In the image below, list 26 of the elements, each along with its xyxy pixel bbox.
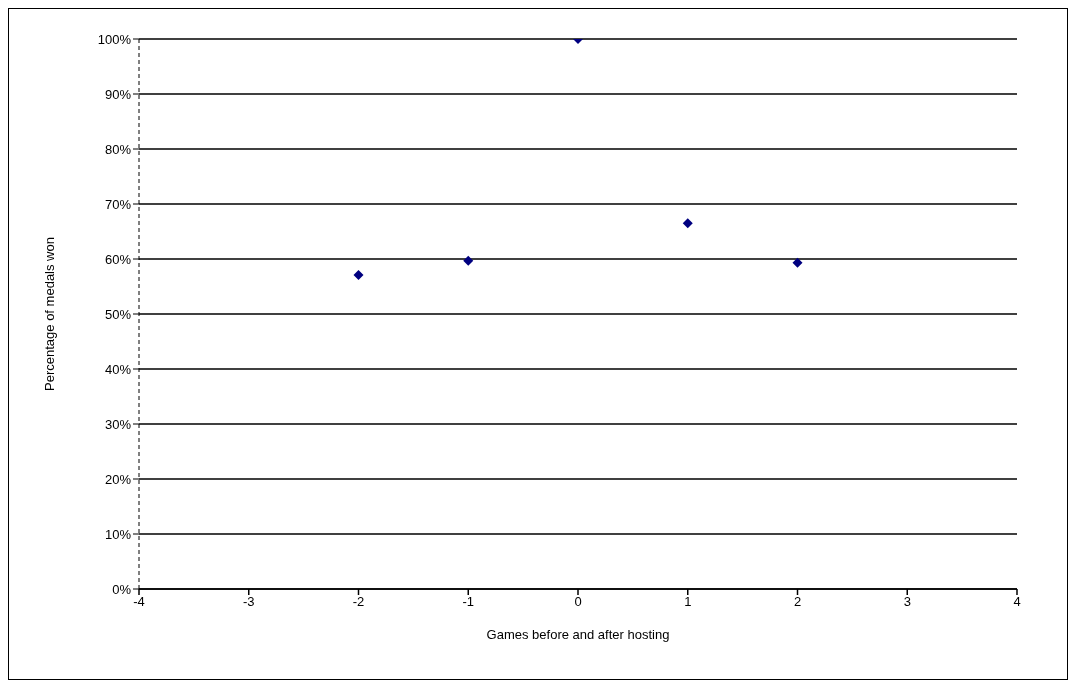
y-tick-label: 90% [104, 86, 132, 102]
point [353, 269, 364, 280]
y-tick-label: 20% [104, 471, 132, 487]
point [682, 218, 693, 229]
y-tick-label: 40% [104, 361, 132, 377]
x-tick-label: -4 [133, 594, 145, 610]
x-tick-label: 0 [574, 594, 582, 610]
x-tick-label: -3 [242, 594, 255, 610]
x-tick-label: 3 [903, 594, 911, 610]
point [792, 257, 803, 268]
x-axis-title: Games before and after hosting [486, 627, 670, 642]
y-tick-label: 70% [104, 196, 132, 212]
y-tick-label: 0% [112, 581, 132, 597]
x-tick-label: 4 [1013, 594, 1021, 610]
x-tick-label: -2 [352, 594, 365, 610]
y-tick-label: 60% [104, 251, 132, 267]
x-tick-label: 1 [684, 594, 692, 610]
x-tick-label: 2 [793, 594, 802, 610]
x-tick-label: -1 [462, 594, 475, 610]
point [463, 255, 474, 266]
y-tick-label: 10% [104, 526, 132, 542]
y-tick-label: 80% [104, 141, 132, 157]
y-tick-label: 30% [104, 416, 132, 432]
y-tick-label: 50% [104, 306, 132, 322]
y-tick-label: 100% [97, 31, 132, 47]
y-axis-title: Percentage of medals won [41, 237, 57, 391]
